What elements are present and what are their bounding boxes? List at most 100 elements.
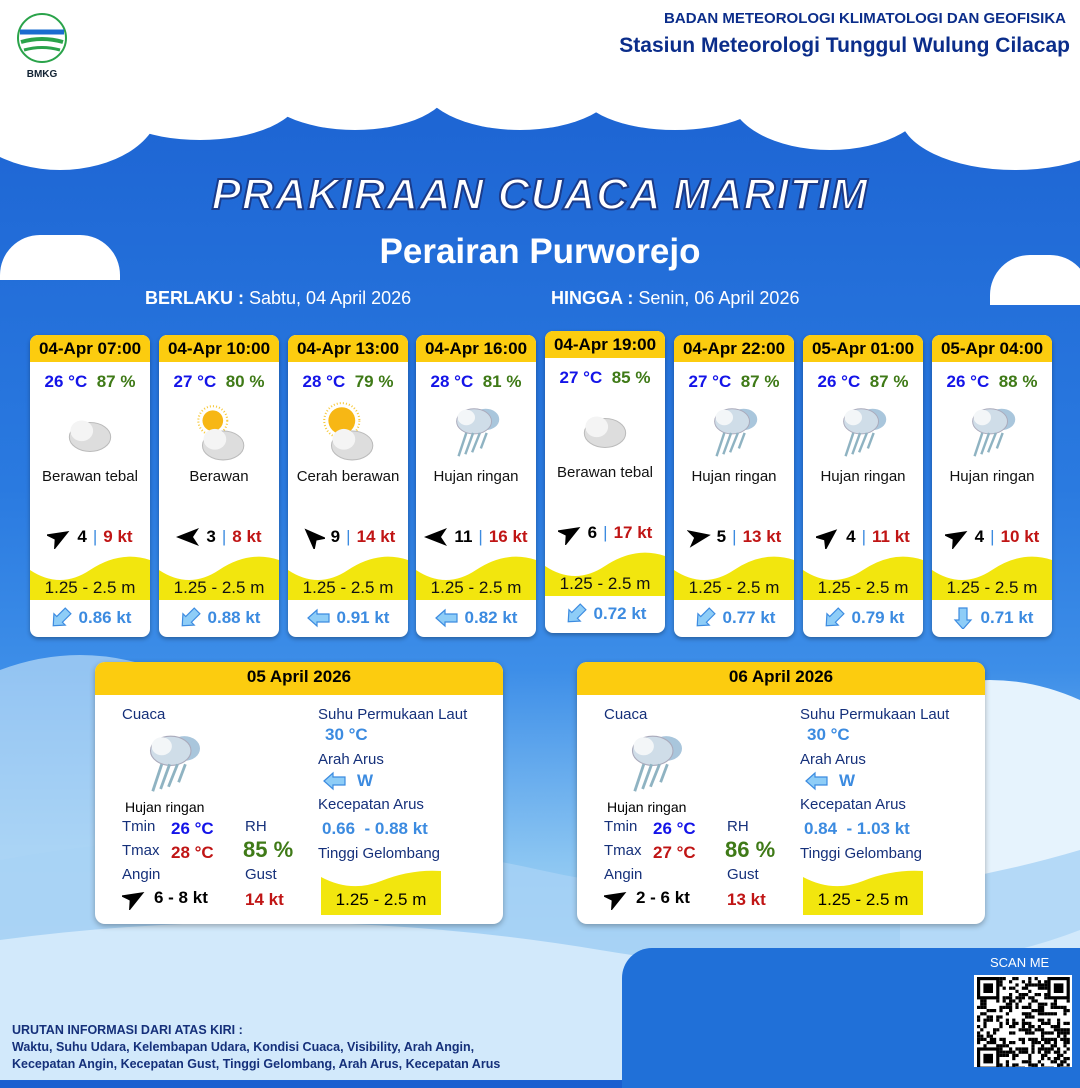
tmin-value: 26 °C (171, 819, 214, 839)
weather-condition: Hujan ringan (932, 468, 1052, 485)
wind-label: Angin (604, 866, 642, 883)
wind-speed: 4 (975, 527, 984, 547)
light-rain-icon (674, 396, 794, 466)
current-direction-value: W (357, 771, 373, 791)
gust-speed: 13 kt (743, 527, 782, 547)
tmin-label: Tmin (604, 818, 637, 835)
light-rain-icon (137, 726, 209, 803)
weather-condition: Berawan tebal (545, 464, 665, 481)
humidity: 88 % (999, 372, 1038, 391)
tmin-value: 26 °C (653, 819, 696, 839)
top-clouds (0, 0, 1080, 180)
light-rain-icon (803, 396, 923, 466)
wind-direction-icon (176, 525, 200, 549)
page-subtitle: Perairan Purworejo (0, 232, 1080, 272)
current-direction-label: Arah Arus (800, 751, 866, 768)
current-speed-label: Kecepatan Arus (318, 796, 424, 813)
wave-height: 1.25 - 2.5 m (545, 574, 665, 594)
temperature: 27 °C (560, 368, 603, 387)
wind-speed: 3 (206, 527, 215, 547)
qr-area: SCAN ME (622, 948, 1080, 1088)
current-speed: 0.79 kt (852, 608, 905, 628)
sst-value: 30 °C (807, 725, 850, 745)
sst-value: 30 °C (325, 725, 368, 745)
forecast-card: 04-Apr 10:00 27 °C 80 % Berawan 3|8 kt 1… (159, 335, 279, 637)
temperature: 28 °C (431, 372, 474, 391)
qr-code[interactable] (974, 975, 1072, 1067)
current-speed: 0.88 kt (208, 608, 261, 628)
weather-label: Cuaca (604, 706, 647, 723)
forecast-card: 04-Apr 19:00 27 °C 85 % Berawan tebal 6|… (545, 331, 665, 633)
card-time: 04-Apr 10:00 (159, 335, 279, 362)
wave-height: 1.25 - 2.5 m (803, 890, 923, 910)
light-rain-icon (932, 396, 1052, 466)
tmin-label: Tmin (122, 818, 155, 835)
current-direction-icon (693, 607, 717, 629)
tmax-value: 28 °C (171, 843, 214, 863)
humidity: 79 % (355, 372, 394, 391)
wind-speed: 4 (77, 527, 86, 547)
wind-range: 6 - 8 kt (154, 888, 208, 908)
forecast-card: 04-Apr 16:00 28 °C 81 % Hujan ringan 11|… (416, 335, 536, 637)
panel-date: 06 April 2026 (577, 662, 985, 695)
wave-height: 1.25 - 2.5 m (803, 578, 923, 598)
wave-height: 1.25 - 2.5 m (932, 578, 1052, 598)
gust-label: Gust (245, 866, 277, 883)
weather-condition: Hujan ringan (803, 468, 923, 485)
gust-speed: 17 kt (614, 523, 653, 543)
current-speed: 0.86 kt (79, 608, 132, 628)
card-time: 04-Apr 16:00 (416, 335, 536, 362)
humidity: 81 % (483, 372, 522, 391)
wind-speed: 11 (454, 527, 472, 547)
sunny-cloudy-icon (288, 396, 408, 466)
weather-condition: Hujan ringan (674, 468, 794, 485)
wave-height: 1.25 - 2.5 m (30, 578, 150, 598)
temperature: 27 °C (174, 372, 217, 391)
weather-condition: Cerah berawan (288, 468, 408, 485)
bmkg-logo: BMKG (14, 12, 70, 80)
wave-label: Tinggi Gelombang (318, 845, 440, 862)
current-direction-label: Arah Arus (318, 751, 384, 768)
humidity: 87 % (741, 372, 780, 391)
tmax-value: 27 °C (653, 843, 696, 863)
wave-height: 1.25 - 2.5 m (159, 578, 279, 598)
tmax-label: Tmax (122, 842, 160, 859)
wind-speed: 4 (846, 527, 855, 547)
partly-cloudy-icon (159, 396, 279, 466)
weather-condition: Berawan (159, 468, 279, 485)
gust-speed: 8 kt (232, 527, 261, 547)
wave-label: Tinggi Gelombang (800, 845, 922, 862)
page-title: PRAKIRAAN CUACA MARITIM (0, 170, 1080, 220)
org-name: BADAN METEOROLOGI KLIMATOLOGI DAN GEOFIS… (664, 10, 1066, 27)
rh-value: 86 % (725, 837, 775, 863)
temperature: 27 °C (689, 372, 732, 391)
weather-condition: Hujan ringan (125, 799, 204, 815)
logo-text: BMKG (14, 69, 70, 80)
wind-direction-icon (604, 886, 628, 910)
wind-direction-icon (945, 525, 969, 549)
wind-direction-icon (558, 521, 582, 545)
weather-condition: Hujan ringan (416, 468, 536, 485)
gust-speed: 11 kt (872, 527, 910, 547)
card-time: 05-Apr 04:00 (932, 335, 1052, 362)
cloudy-icon (30, 396, 150, 466)
humidity: 80 % (226, 372, 265, 391)
weather-condition: Berawan tebal (30, 468, 150, 485)
valid-from: BERLAKU : Sabtu, 04 April 2026 (145, 288, 411, 309)
wind-direction-icon (122, 886, 146, 910)
forecast-card: 04-Apr 13:00 28 °C 79 % Cerah berawan 9|… (288, 335, 408, 637)
humidity: 87 % (97, 372, 136, 391)
forecast-card: 05-Apr 04:00 26 °C 88 % Hujan ringan 4|1… (932, 335, 1052, 637)
tmax-label: Tmax (604, 842, 642, 859)
gust-speed: 10 kt (1001, 527, 1040, 547)
wind-direction-icon (816, 525, 840, 549)
daily-summary-panel: 05 April 2026 Cuaca Hujan ringan Tmin 26… (95, 662, 503, 924)
current-speed: 0.82 kt (465, 608, 518, 628)
weather-label: Cuaca (122, 706, 165, 723)
gust-speed: 9 kt (103, 527, 132, 547)
current-direction-icon (307, 607, 331, 629)
gust-value: 14 kt (245, 890, 284, 910)
gust-value: 13 kt (727, 890, 766, 910)
forecast-card: 04-Apr 22:00 27 °C 87 % Hujan ringan 5|1… (674, 335, 794, 637)
wave-height: 1.25 - 2.5 m (288, 578, 408, 598)
